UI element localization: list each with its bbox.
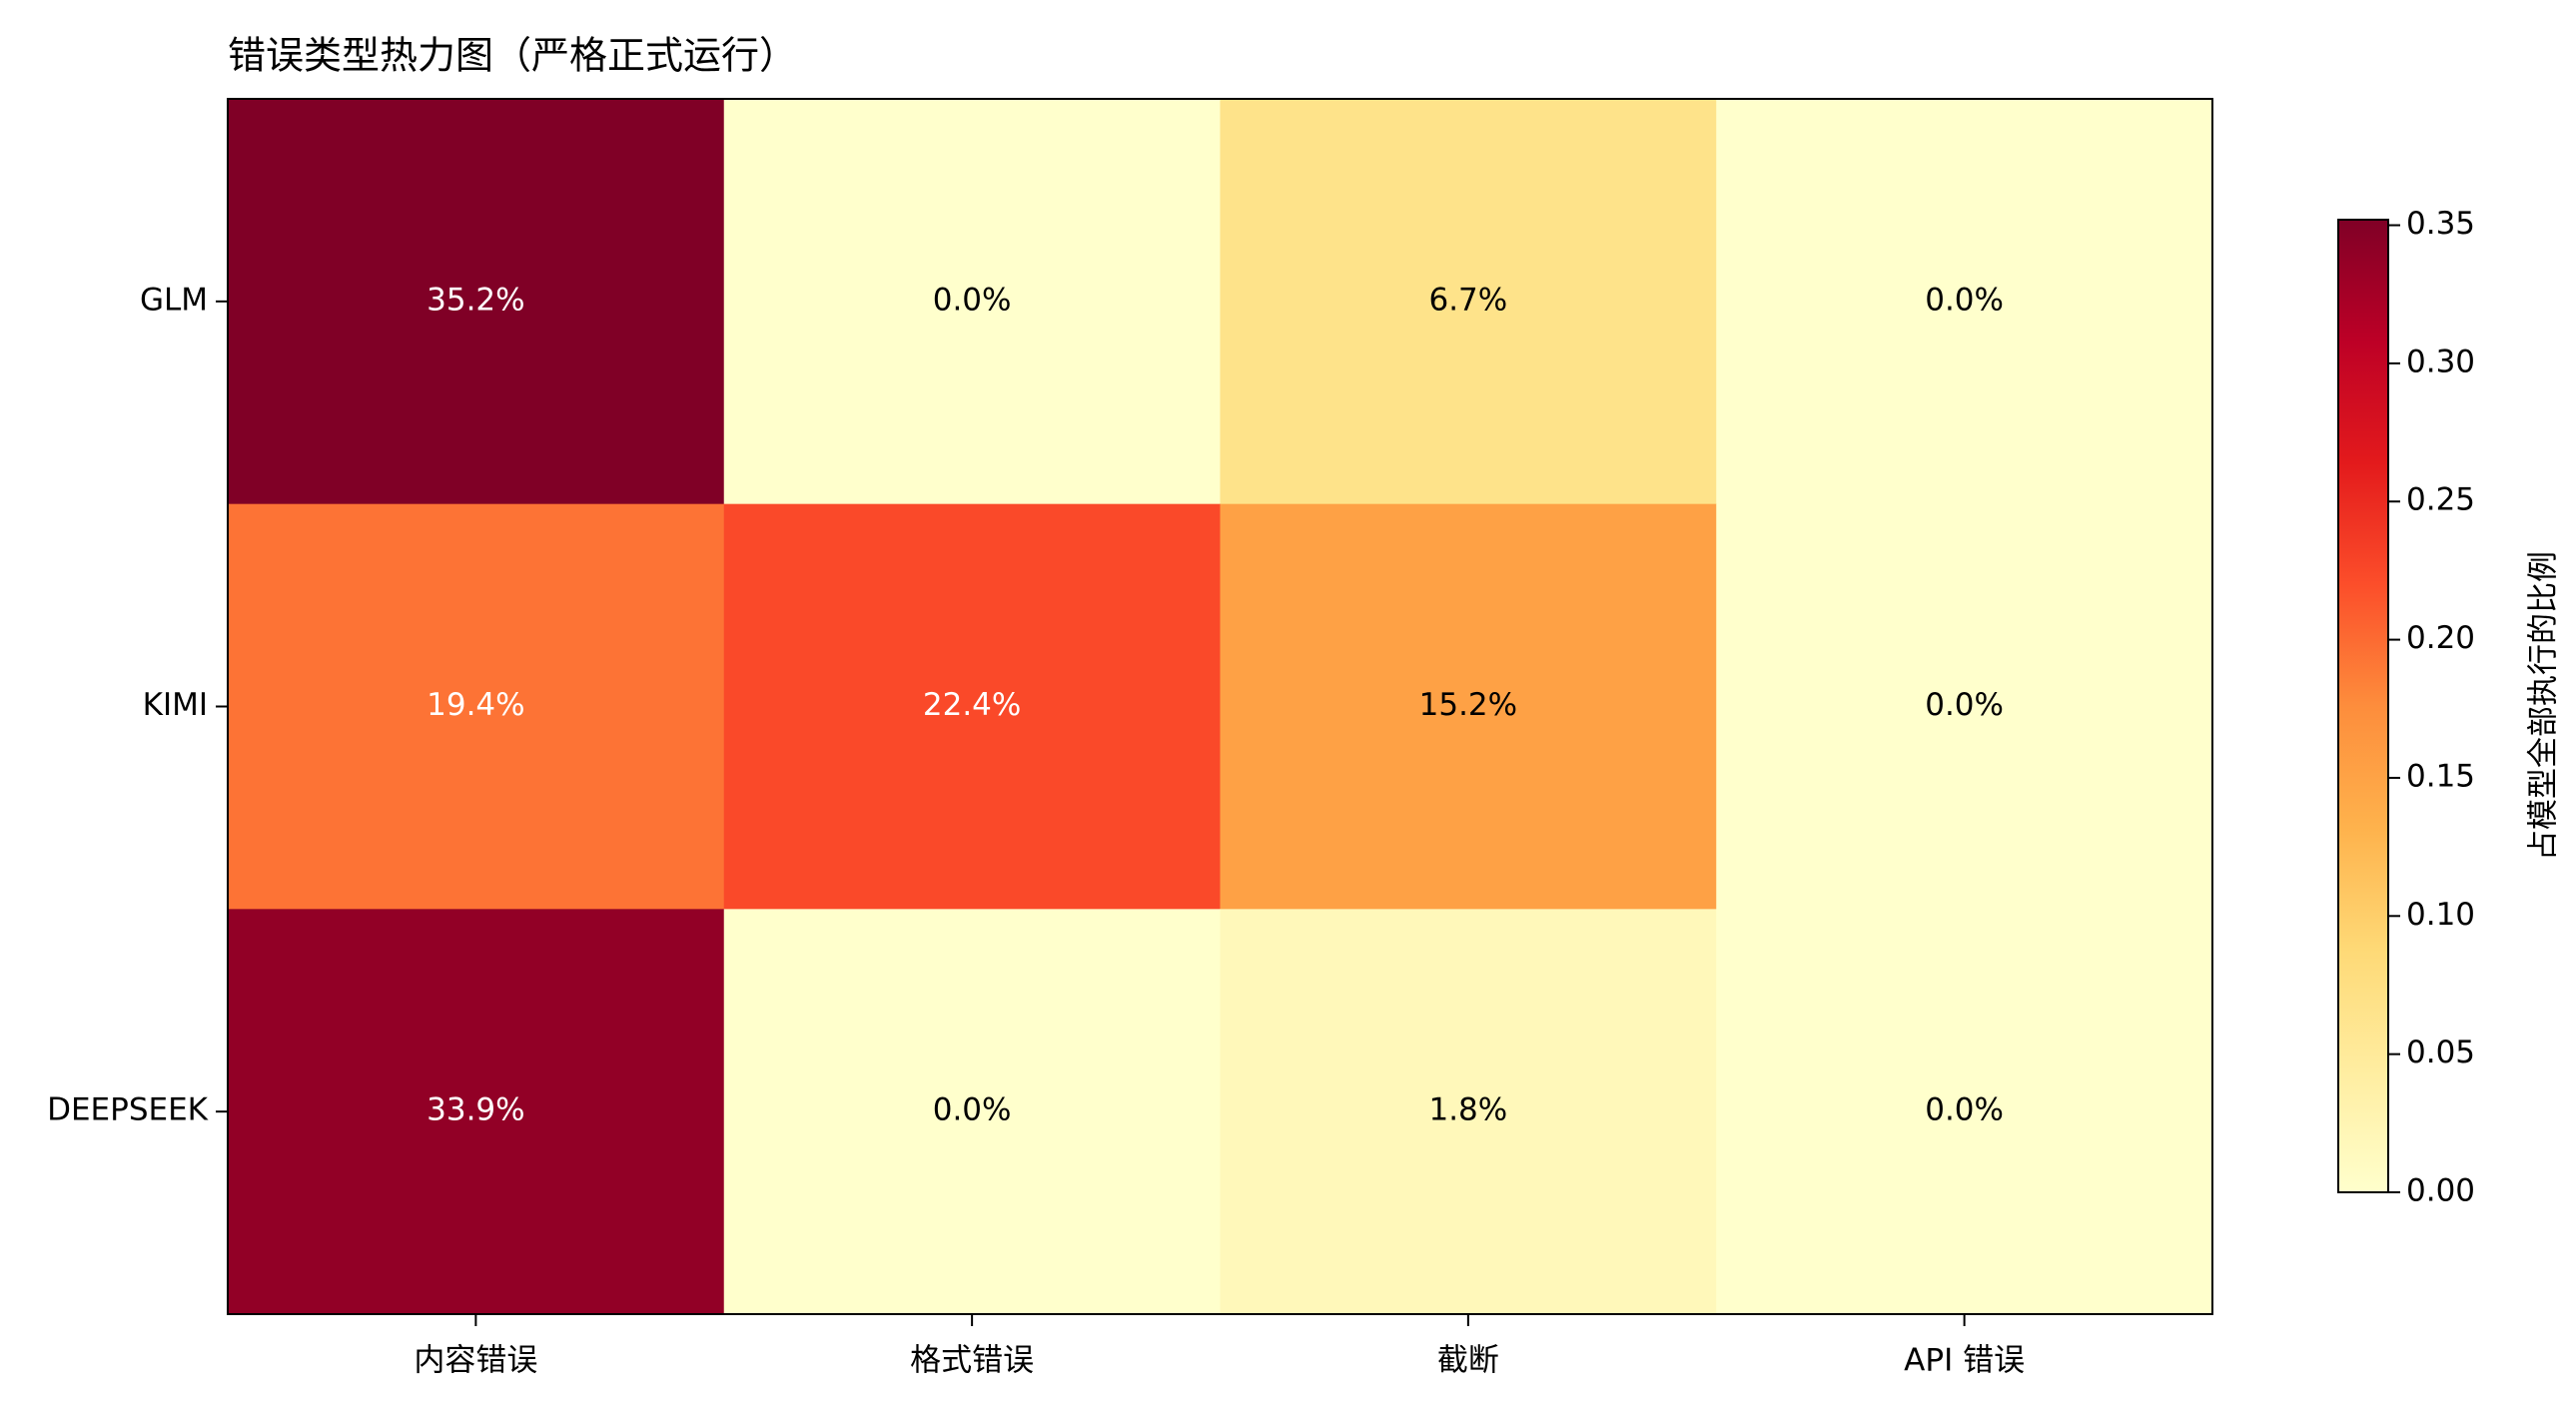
y-tick-label: GLM	[140, 282, 208, 318]
cell-label: 15.2%	[1419, 687, 1517, 723]
y-tick-label: KIMI	[143, 687, 208, 723]
cell-label: 0.0%	[1925, 282, 2004, 318]
heatmap-cell	[1716, 909, 2213, 1315]
cell-label: 0.0%	[1925, 1092, 2004, 1128]
cell-label: 33.9%	[427, 1092, 524, 1128]
colorbar-tick-label: 0.20	[2406, 620, 2475, 656]
colorbar	[2337, 219, 2389, 1193]
colorbar-tick-label: 0.25	[2406, 482, 2475, 518]
cell-label: 35.2%	[427, 282, 524, 318]
chart-title: 错误类型热力图（严格正式运行）	[228, 34, 797, 78]
colorbar-tick-label: 0.00	[2406, 1173, 2475, 1209]
cell-label: 1.8%	[1428, 1092, 1507, 1128]
y-tick-label: DEEPSEEK	[47, 1092, 209, 1128]
heatmap-cell	[1220, 99, 1717, 505]
x-tick-label: 内容错误	[414, 1343, 537, 1379]
colorbar-tick-label: 0.30	[2406, 344, 2475, 379]
x-tick-label: API 错误	[1904, 1343, 2025, 1379]
heatmap-cell	[228, 909, 725, 1315]
colorbar-tick-label: 0.15	[2406, 758, 2475, 794]
colorbar-tick-label: 0.10	[2406, 897, 2475, 933]
heatmap-cell	[1220, 503, 1717, 910]
heatmap-cell	[723, 99, 1221, 505]
x-tick-label: 截断	[1437, 1343, 1499, 1379]
cell-label: 0.0%	[933, 1092, 1012, 1128]
heatmap-cell	[228, 503, 725, 910]
heatmap-cell	[723, 503, 1221, 910]
cell-label: 6.7%	[1428, 282, 1507, 318]
heatmap-cell	[1716, 503, 2213, 910]
cell-label: 0.0%	[1925, 687, 2004, 723]
cell-label: 0.0%	[933, 282, 1012, 318]
cell-label: 19.4%	[427, 687, 524, 723]
cell-label: 22.4%	[923, 687, 1021, 723]
heatmap-cell	[1220, 909, 1717, 1315]
heatmap-cell	[1716, 99, 2213, 505]
colorbar-tick-label: 0.35	[2406, 206, 2475, 242]
heatmap-cell	[228, 99, 725, 505]
colorbar-label: 占模型全部执行的比例	[2526, 551, 2562, 861]
colorbar-tick-label: 0.05	[2406, 1035, 2475, 1070]
heatmap-cell	[723, 909, 1221, 1315]
x-tick-label: 格式错误	[910, 1343, 1034, 1379]
